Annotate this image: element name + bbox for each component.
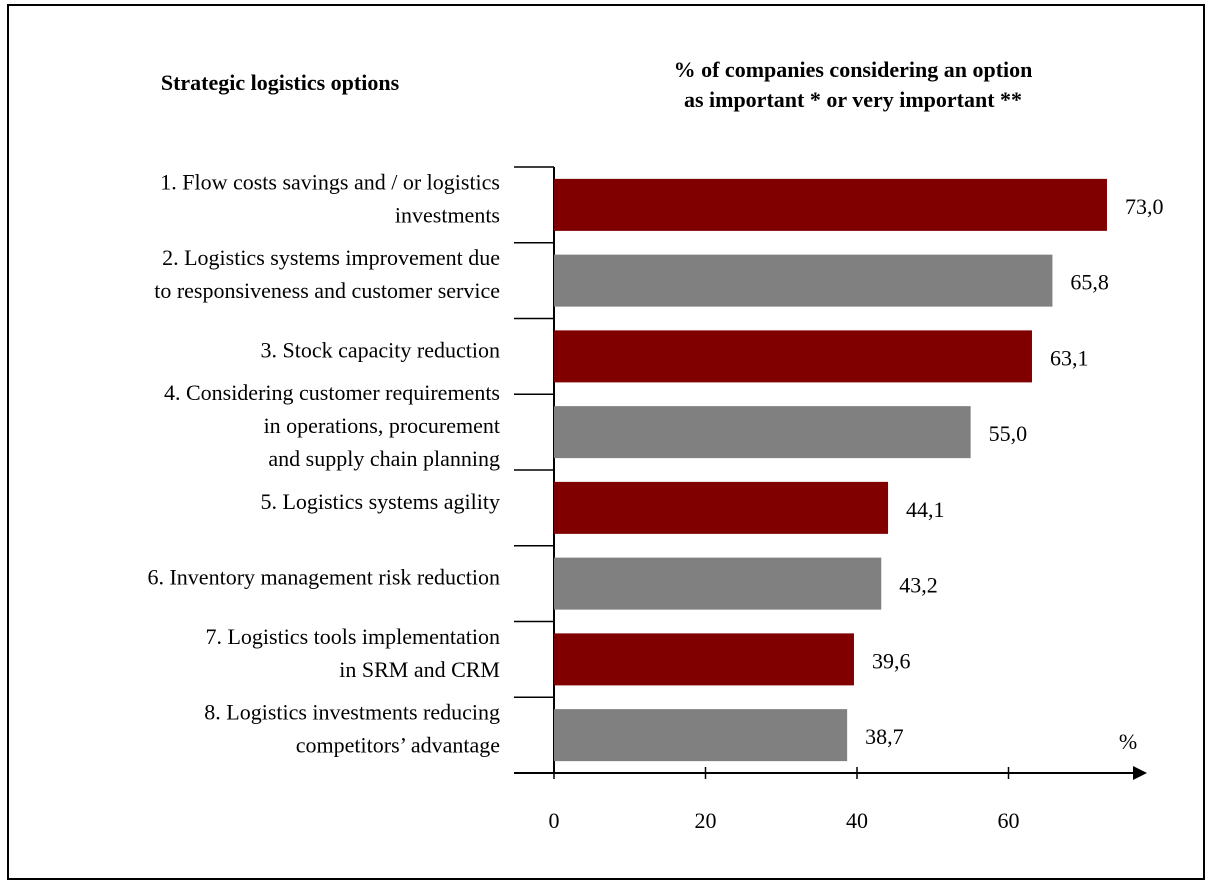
category-label: in operations, procurement bbox=[264, 413, 500, 438]
value-label: 55,0 bbox=[989, 421, 1028, 446]
category-label: 2. Logistics systems improvement due bbox=[162, 245, 500, 270]
value-label: 63,1 bbox=[1050, 345, 1089, 370]
bar bbox=[554, 481, 889, 534]
x-tick-label: 40 bbox=[846, 808, 868, 833]
bar bbox=[554, 709, 848, 762]
category-label: 5. Logistics systems agility bbox=[260, 489, 500, 514]
value-label: 43,2 bbox=[899, 573, 938, 598]
category-label: 6. Inventory management risk reduction bbox=[147, 565, 500, 590]
bar bbox=[554, 330, 1032, 383]
category-label: 7. Logistics tools implementation bbox=[205, 624, 500, 649]
bar bbox=[554, 254, 1053, 307]
x-axis-label: % bbox=[1119, 729, 1137, 754]
x-tick-label: 20 bbox=[695, 808, 717, 833]
category-label: investments bbox=[395, 202, 500, 227]
bar bbox=[554, 557, 882, 610]
value-label: 38,7 bbox=[865, 724, 904, 749]
axis-arrow bbox=[1133, 766, 1147, 780]
category-label: 4. Considering customer requirements bbox=[164, 380, 500, 405]
chart-title: Strategic logistics options bbox=[161, 70, 400, 95]
category-label: 3. Stock capacity reduction bbox=[261, 337, 500, 362]
value-label: 65,8 bbox=[1070, 270, 1109, 295]
bar bbox=[554, 633, 854, 686]
value-label: 44,1 bbox=[906, 497, 945, 522]
category-label: 8. Logistics investments reducing bbox=[204, 700, 500, 725]
category-label: to responsiveness and customer service bbox=[154, 278, 500, 303]
category-label: 1. Flow costs savings and / or logistics bbox=[160, 169, 500, 194]
category-label: competitors’ advantage bbox=[296, 733, 500, 758]
category-label: and supply chain planning bbox=[268, 446, 500, 471]
x-tick-label: 60 bbox=[998, 808, 1020, 833]
chart-subtitle: as important * or very important ** bbox=[684, 87, 1022, 112]
bar bbox=[554, 178, 1107, 231]
bar bbox=[554, 406, 971, 459]
category-label: in SRM and CRM bbox=[339, 657, 500, 682]
x-tick-label: 0 bbox=[549, 808, 560, 833]
chart-subtitle: % of companies considering an option bbox=[674, 57, 1033, 82]
value-label: 73,0 bbox=[1125, 194, 1164, 219]
value-label: 39,6 bbox=[872, 648, 911, 673]
